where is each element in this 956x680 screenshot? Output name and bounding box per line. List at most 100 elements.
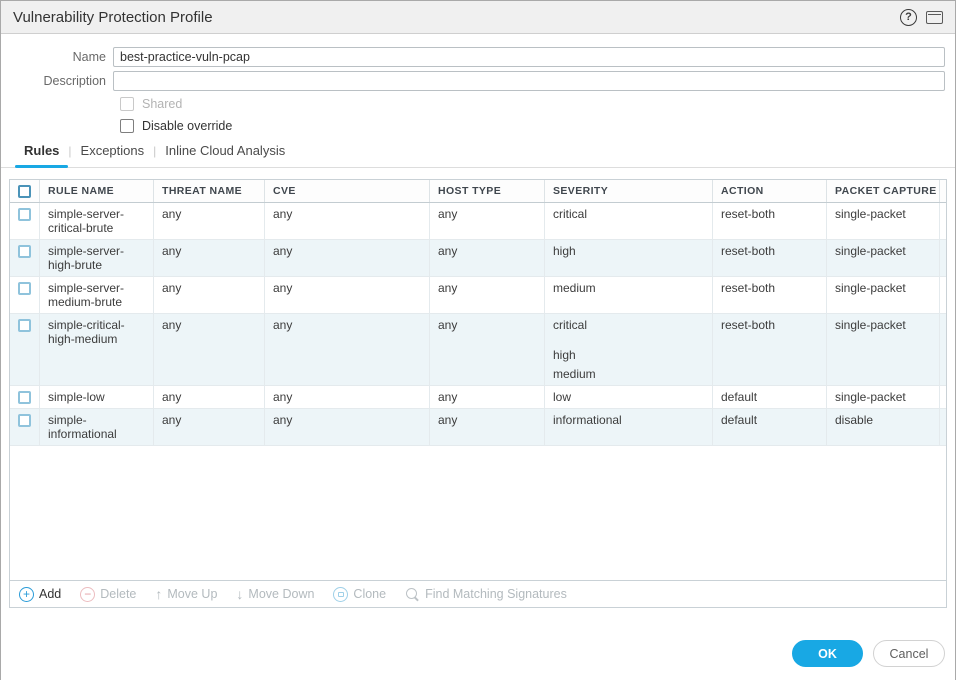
search-icon xyxy=(405,587,420,602)
row-select-cell xyxy=(10,314,40,385)
description-label: Description xyxy=(43,74,106,88)
row-checkbox[interactable] xyxy=(18,245,31,258)
cell-packet-capture: single-packet xyxy=(827,314,940,385)
cell-severity: low xyxy=(545,386,713,408)
cell-spacer xyxy=(940,240,946,276)
cell-spacer xyxy=(940,386,946,408)
row-select-cell xyxy=(10,386,40,408)
disable-override-row: Disable override xyxy=(120,119,955,133)
severity-value: high xyxy=(553,348,576,362)
column-header-host-type: HOST TYPE xyxy=(430,180,545,202)
row-select-cell xyxy=(10,409,40,445)
tab-exceptions[interactable]: Exceptions xyxy=(80,143,145,158)
shared-label: Shared xyxy=(142,97,183,111)
row-select-cell xyxy=(10,277,40,313)
cancel-button[interactable]: Cancel xyxy=(873,640,945,667)
window-icon[interactable] xyxy=(926,10,943,24)
severity-value: low xyxy=(553,390,572,404)
cell-cve: any xyxy=(265,386,430,408)
disable-override-label: Disable override xyxy=(142,119,233,133)
cell-threat-name: any xyxy=(154,203,265,239)
cell-action: reset-both xyxy=(713,240,827,276)
cell-cve: any xyxy=(265,240,430,276)
cell-packet-capture: single-packet xyxy=(827,277,940,313)
toolbar-label: Clone xyxy=(353,587,387,601)
cell-spacer xyxy=(940,314,946,385)
cell-action: reset-both xyxy=(713,314,827,385)
column-header-threat-name: THREAT NAME xyxy=(154,180,265,202)
arrow-up-icon: ↑ xyxy=(155,586,163,602)
arrow-down-icon: ↓ xyxy=(236,586,244,602)
cell-host-type: any xyxy=(430,277,545,313)
tab-bar: Rules | Exceptions | Inline Cloud Analysis xyxy=(1,143,955,168)
table-row: simple-critical-high-medium any any any crit… xyxy=(10,314,946,386)
description-row: Description xyxy=(1,71,955,91)
tab-inline-cloud-analysis[interactable]: Inline Cloud Analysis xyxy=(165,143,286,158)
dialog-title: Vulnerability Protection Profile xyxy=(13,8,213,26)
tab-rules[interactable]: Rules xyxy=(15,143,69,168)
cell-severity: informational xyxy=(545,409,713,445)
clone-button: Clone xyxy=(333,586,387,602)
severity-value: critical xyxy=(553,318,588,332)
row-checkbox[interactable] xyxy=(18,391,31,404)
cell-host-type: any xyxy=(430,240,545,276)
row-checkbox[interactable] xyxy=(18,414,31,427)
toolbar-label: Delete xyxy=(100,587,137,601)
cell-rule-name: simple-server-critical-brute xyxy=(40,203,154,239)
cell-threat-name: any xyxy=(154,314,265,385)
cell-rule-name: simple-low xyxy=(40,386,154,408)
table-row: simple-low any any any low default single-pack… xyxy=(10,386,946,409)
cell-severity: medium xyxy=(545,277,713,313)
row-select-cell xyxy=(10,240,40,276)
row-select-cell xyxy=(10,203,40,239)
toolbar-label: Add xyxy=(39,587,62,601)
cell-packet-capture: disable xyxy=(827,409,940,445)
row-checkbox[interactable] xyxy=(18,319,31,332)
name-row: Name xyxy=(1,47,955,67)
select-all-cell xyxy=(10,180,40,202)
toolbar-label: Move Up xyxy=(167,587,218,601)
ok-button[interactable]: OK xyxy=(792,640,863,667)
delete-button: − Delete xyxy=(80,586,137,602)
tab-separator: | xyxy=(153,144,157,158)
description-input[interactable] xyxy=(113,71,945,91)
column-header-rule-name: RULE NAME xyxy=(40,180,154,202)
severity-value: critical xyxy=(553,207,588,221)
cell-packet-capture: single-packet xyxy=(827,240,940,276)
row-checkbox[interactable] xyxy=(18,208,31,221)
add-button[interactable]: + Add xyxy=(19,586,62,602)
disable-override-checkbox[interactable] xyxy=(120,119,134,133)
column-header-severity: SEVERITY xyxy=(545,180,713,202)
table-row: simple-informational any any any information… xyxy=(10,409,946,446)
cell-severity: critical xyxy=(545,203,713,239)
find-matching-signatures-button: Find Matching Signatures xyxy=(405,587,567,602)
help-icon[interactable]: ? xyxy=(900,8,917,26)
column-header-action: ACTION xyxy=(713,180,827,202)
name-label: Name xyxy=(72,50,106,64)
cell-cve: any xyxy=(265,409,430,445)
profile-form: Name Description Shared Disable override xyxy=(1,34,955,133)
toolbar-label: Move Down xyxy=(248,587,315,601)
severity-value: informational xyxy=(553,413,622,427)
cell-cve: any xyxy=(265,203,430,239)
cell-action: reset-both xyxy=(713,203,827,239)
row-checkbox[interactable] xyxy=(18,282,31,295)
cell-packet-capture: single-packet xyxy=(827,386,940,408)
rules-table-panel: RULE NAME THREAT NAME CVE HOST TYPE SEVERITY… xyxy=(9,179,947,608)
table-row: simple-server-high-brute any any any high res… xyxy=(10,240,946,277)
name-input[interactable] xyxy=(113,47,945,67)
toolbar-label: Find Matching Signatures xyxy=(425,587,567,601)
cell-action: default xyxy=(713,409,827,445)
table-body: simple-server-critical-brute any any any cri… xyxy=(10,203,946,580)
plus-circle-icon: + xyxy=(19,586,34,602)
column-header-packet-capture: PACKET CAPTURE xyxy=(827,180,940,202)
move-down-button: ↓ Move Down xyxy=(236,587,314,601)
minus-circle-icon: − xyxy=(80,586,96,602)
cell-spacer xyxy=(940,277,946,313)
cell-threat-name: any xyxy=(154,409,265,445)
shared-row: Shared xyxy=(120,97,955,111)
select-all-checkbox[interactable] xyxy=(18,185,31,198)
table-row: simple-server-medium-brute any any any mediu… xyxy=(10,277,946,314)
shared-checkbox xyxy=(120,97,134,111)
